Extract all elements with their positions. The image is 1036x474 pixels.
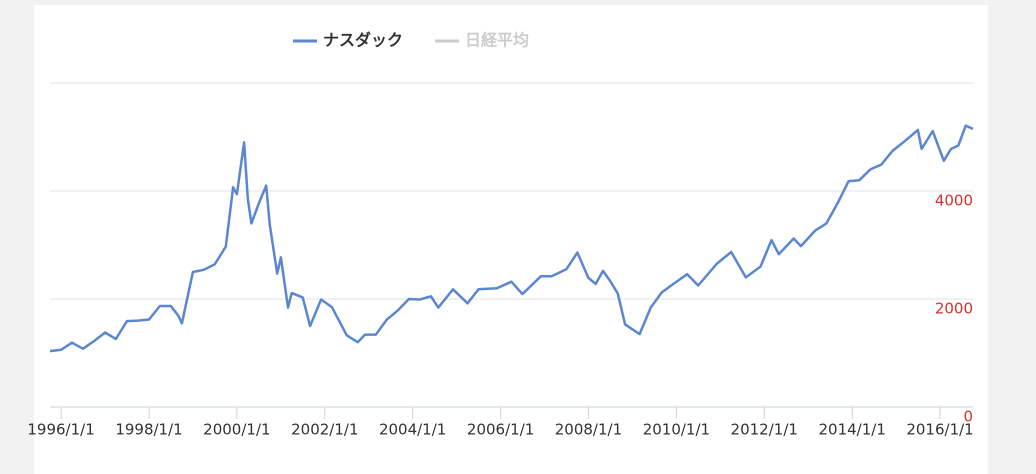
x-tick-label: 2016/1/1 xyxy=(906,421,973,439)
x-tick-label: 2012/1/1 xyxy=(731,421,798,439)
data-line xyxy=(49,124,974,353)
x-tick-label: 1998/1/1 xyxy=(115,421,182,439)
x-tick-label: 2010/1/1 xyxy=(643,421,710,439)
y-tick-label: 0 xyxy=(963,408,973,426)
x-tick-label: 2002/1/1 xyxy=(291,421,358,439)
legend-label[interactable]: 日経平均 xyxy=(465,31,529,50)
x-tick-label: 1996/1/1 xyxy=(27,421,94,439)
x-tick-label: 2006/1/1 xyxy=(467,421,534,439)
x-tick-label: 2000/1/1 xyxy=(203,421,270,439)
legend-label[interactable]: ナスダック xyxy=(323,31,403,50)
x-tick-label: 2004/1/1 xyxy=(379,421,446,439)
y-tick-label: 2000 xyxy=(935,300,973,318)
y-tick-label: 4000 xyxy=(935,192,973,210)
x-tick-label: 2014/1/1 xyxy=(819,421,886,439)
x-tick-label: 2008/1/1 xyxy=(555,421,622,439)
